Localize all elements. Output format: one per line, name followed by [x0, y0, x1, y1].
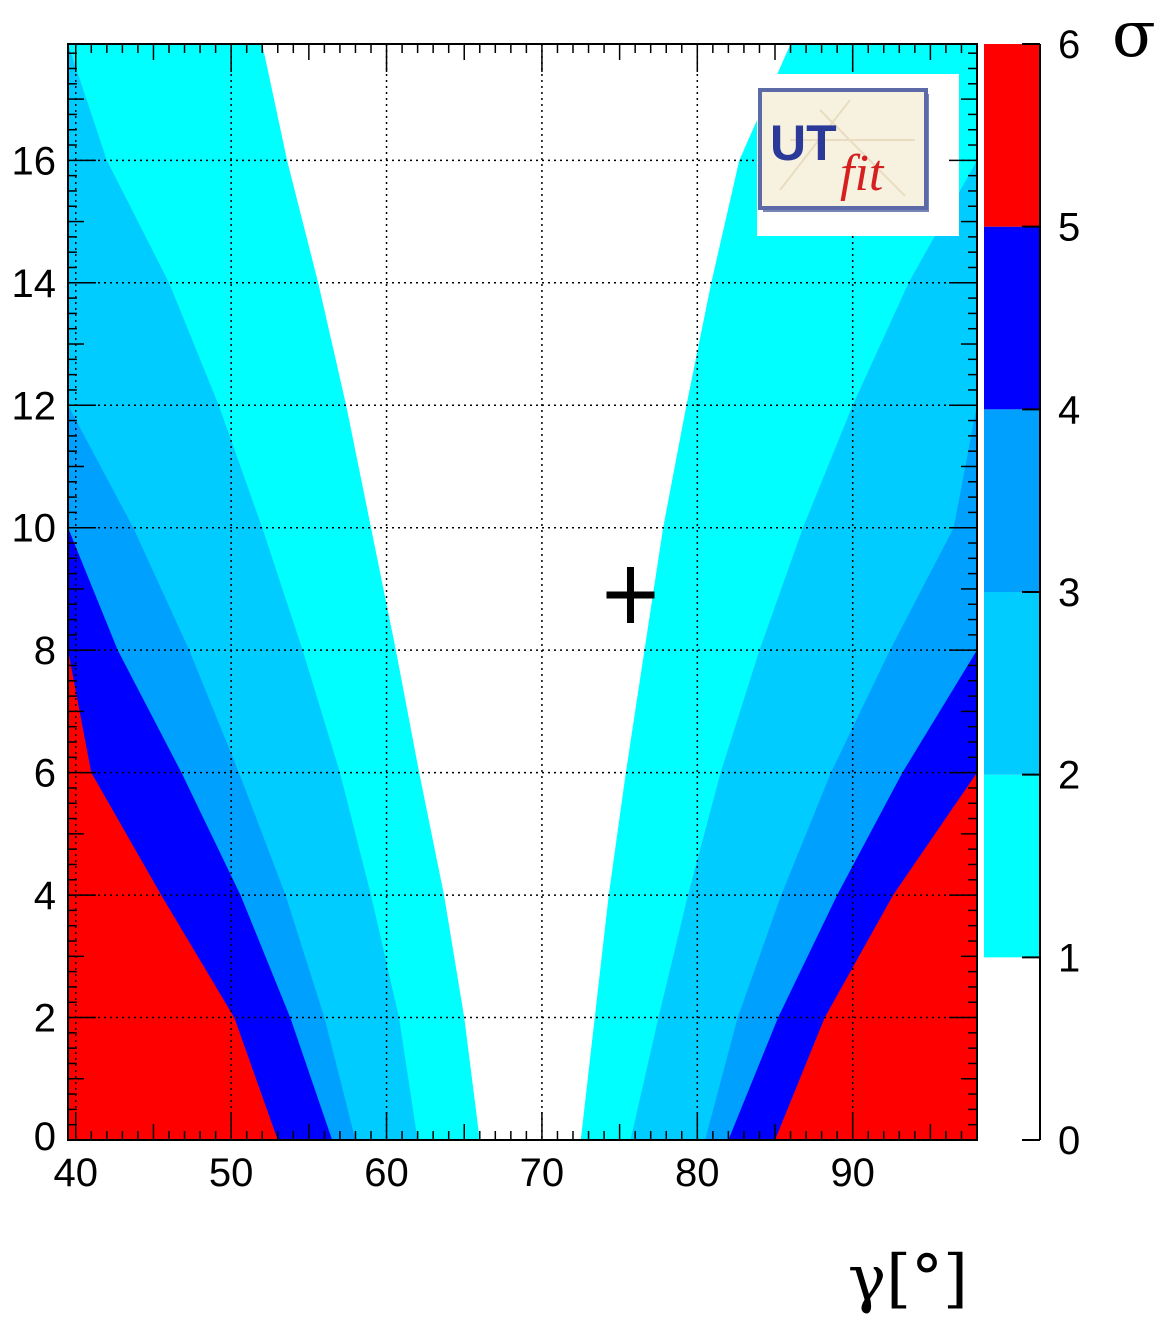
- best-fit-marker: [606, 567, 655, 624]
- x-tick-label: 60: [364, 1151, 409, 1195]
- colorbar-label: σ: [1112, 0, 1156, 72]
- x-tick-label: 70: [520, 1151, 565, 1195]
- colorbar-tick-label: 5: [1058, 206, 1080, 250]
- y-tick-label: 16: [12, 139, 57, 183]
- plot-frame: [67, 43, 978, 1141]
- colorbar-tick-label: 6: [1058, 23, 1080, 67]
- y-tick-label: 8: [34, 629, 56, 673]
- y-tick-label: 2: [34, 997, 56, 1041]
- x-axis-title: γ[°]: [848, 1242, 968, 1316]
- region-left-sigma-5: [68, 44, 278, 1140]
- x-tick-label: 50: [209, 1151, 254, 1195]
- colorbar-segment-4: [984, 226, 1040, 410]
- colorbar-segment-0: [984, 957, 1040, 1140]
- colorbar-tick-label: 4: [1058, 388, 1080, 432]
- y-tick-label: 6: [34, 752, 56, 796]
- colorbar-tick-label: 3: [1058, 571, 1080, 615]
- region-right-sigma-5: [775, 44, 977, 1140]
- colorbar-segment-3: [984, 409, 1040, 592]
- svg-text:fit: fit: [840, 145, 885, 202]
- colorbar-segment-1: [984, 774, 1040, 958]
- grid-lines: [68, 44, 977, 1141]
- colorbar-tick-label: 0: [1058, 1119, 1080, 1163]
- y-tick-label: 10: [12, 507, 57, 551]
- colorbar-segment-2: [984, 592, 1040, 775]
- svg-text:UT: UT: [770, 115, 837, 171]
- colorbar-segment-5: [984, 44, 1040, 227]
- y-tick-label: 0: [34, 1115, 56, 1159]
- colorbar-tick-label: 1: [1058, 936, 1080, 980]
- x-tick-label: 40: [54, 1151, 99, 1195]
- x-axis: 40 50 60 70 80 90: [54, 44, 963, 1195]
- y-tick-label: 14: [12, 262, 57, 306]
- y-tick-label: 12: [12, 384, 57, 428]
- colorbar: 0 1 2 3 4 5 6: [984, 23, 1080, 1163]
- utfit-logo: UT fit: [757, 74, 959, 236]
- y-tick-label: 4: [34, 874, 56, 918]
- x-tick-label: 90: [830, 1151, 875, 1195]
- y-axis: 0 2 4 6 8 10 12 14 16: [12, 52, 977, 1159]
- x-tick-label: 80: [675, 1151, 720, 1195]
- colorbar-tick-label: 2: [1058, 754, 1080, 798]
